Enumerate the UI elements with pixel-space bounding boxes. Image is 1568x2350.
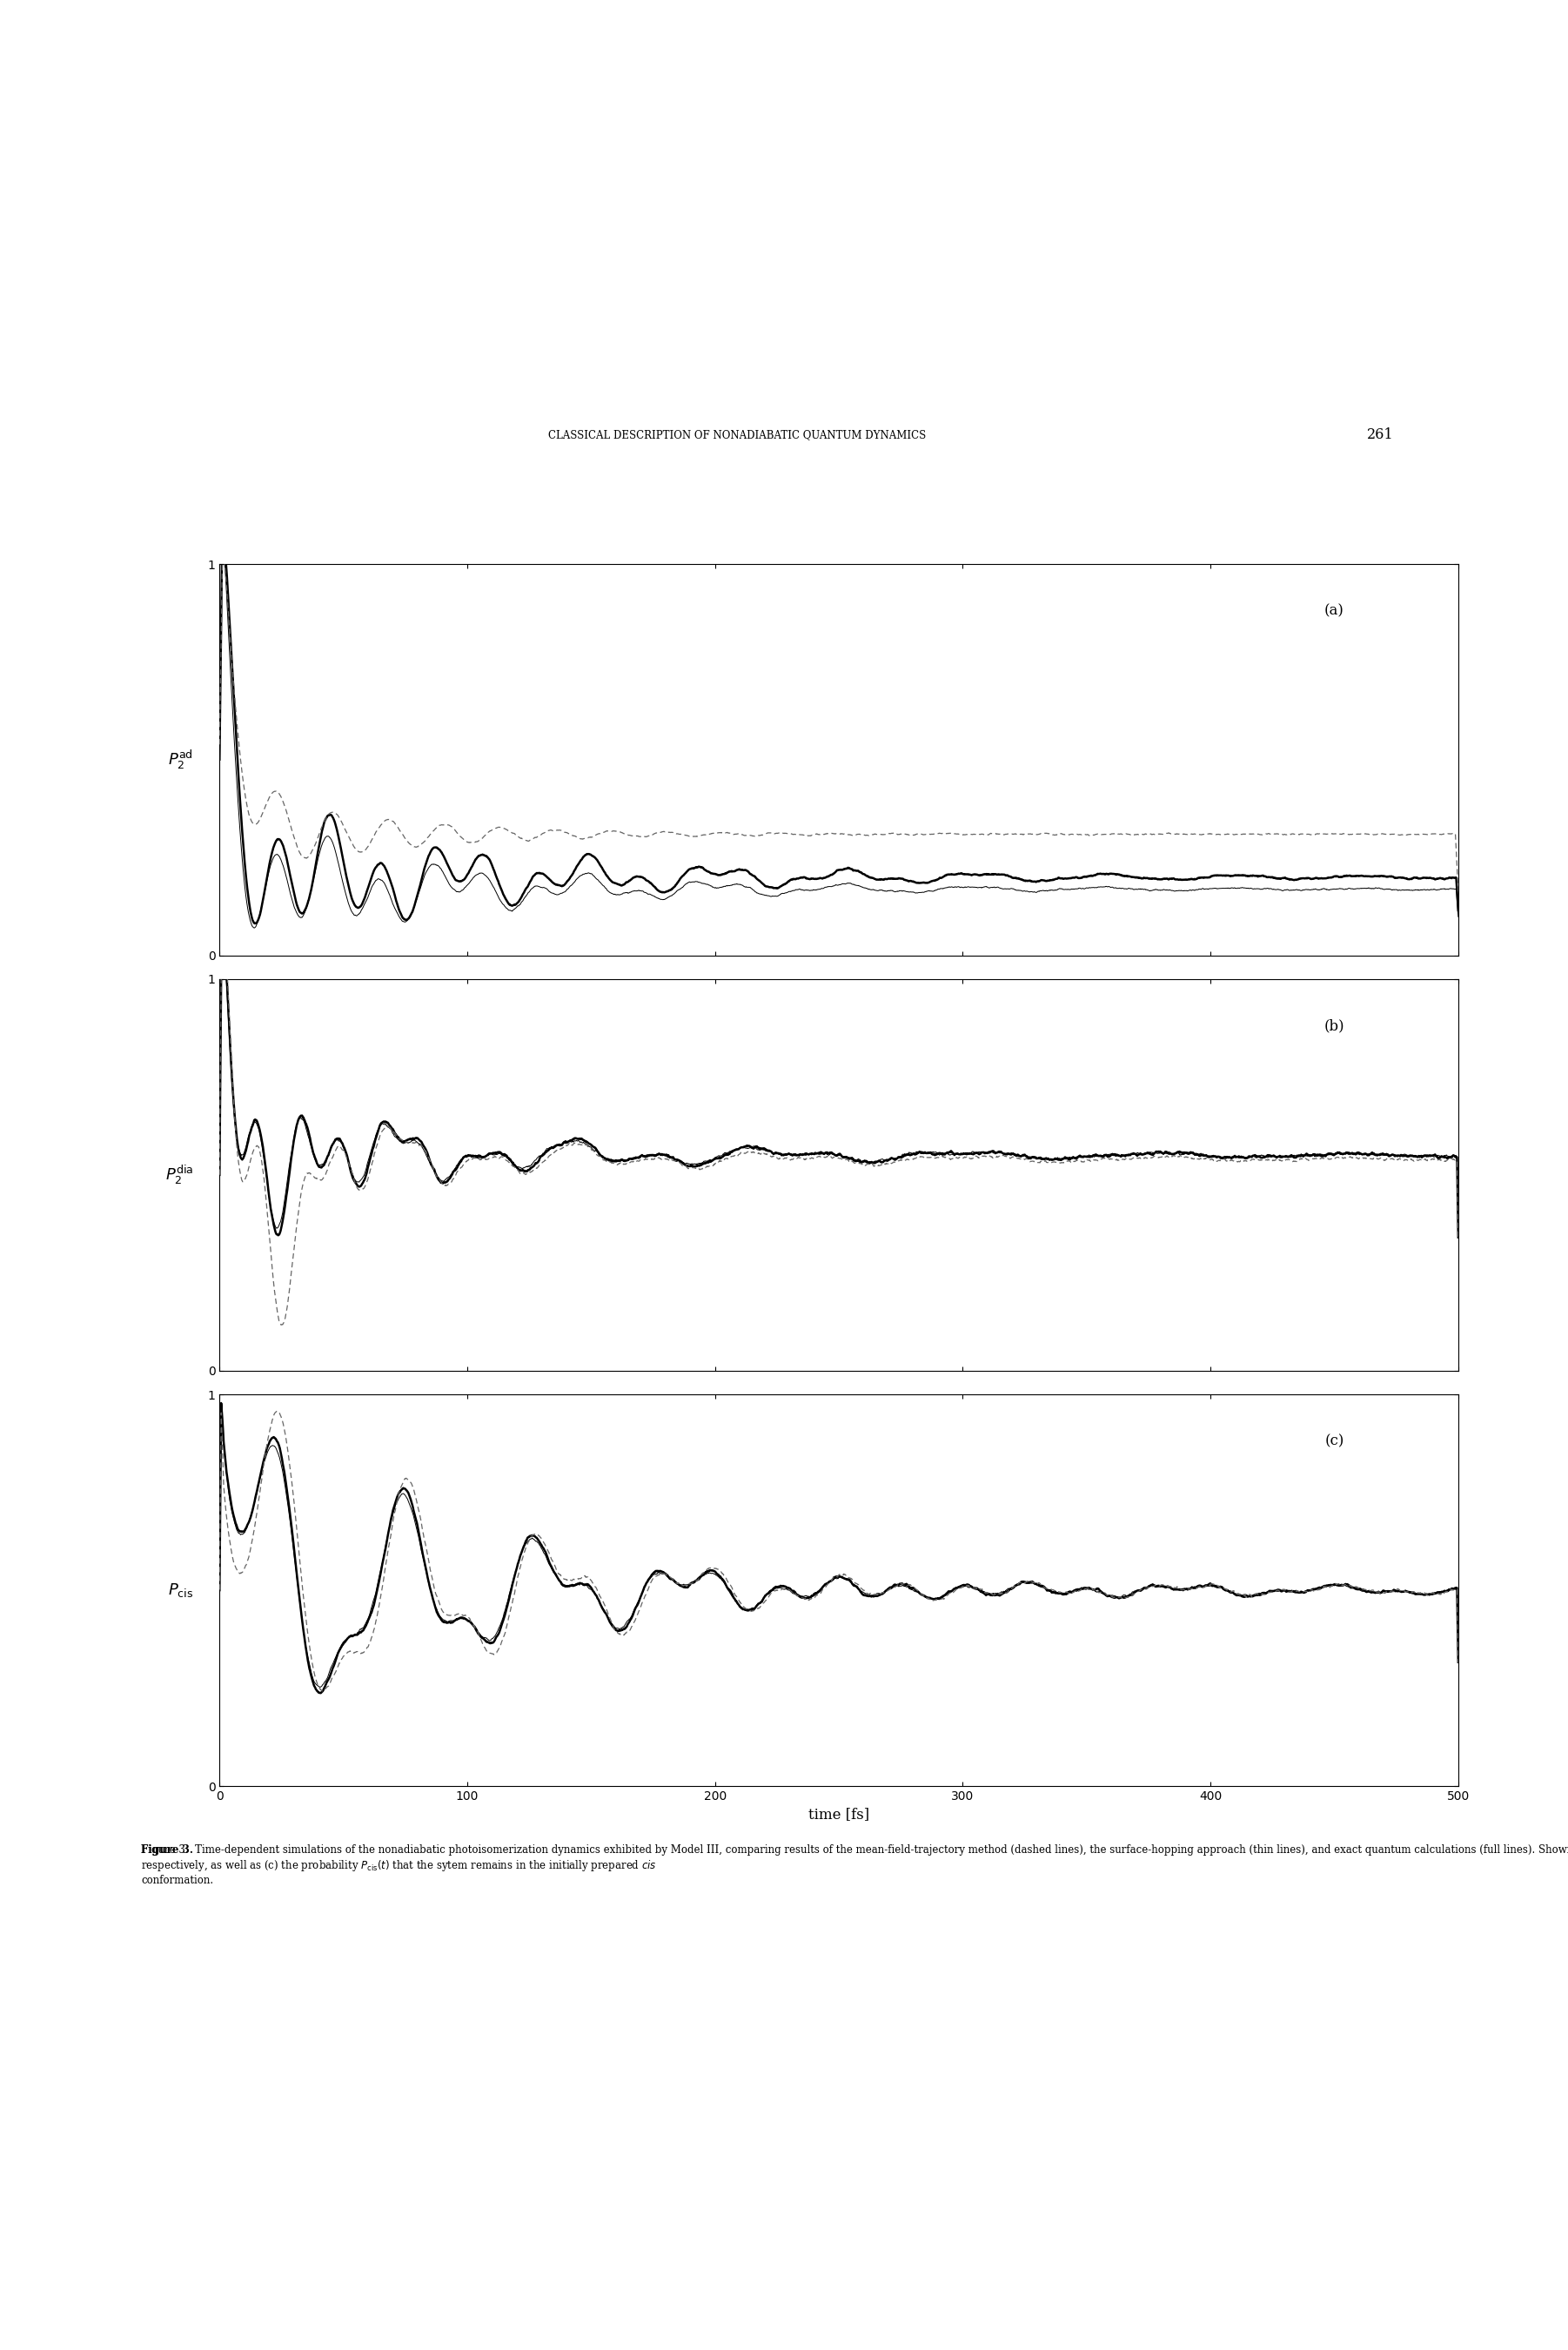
Text: 261: 261 [1367, 428, 1392, 442]
Y-axis label: $P_2^{\rm dia}$: $P_2^{\rm dia}$ [165, 1163, 193, 1187]
Text: (b): (b) [1323, 1018, 1345, 1034]
Text: CLASSICAL DESCRIPTION OF NONADIABATIC QUANTUM DYNAMICS: CLASSICAL DESCRIPTION OF NONADIABATIC QU… [549, 430, 925, 439]
Y-axis label: $P_{\rm cis}$: $P_{\rm cis}$ [168, 1582, 193, 1598]
Text: (a): (a) [1325, 604, 1344, 618]
Text: Figure 3.  Time-dependent simulations of the nonadiabatic photoisomerization dyn: Figure 3. Time-dependent simulations of … [141, 1845, 1568, 1887]
Y-axis label: $P_2^{\rm ad}$: $P_2^{\rm ad}$ [168, 747, 193, 771]
X-axis label: time [fs]: time [fs] [809, 1807, 869, 1821]
Text: (c): (c) [1325, 1434, 1344, 1448]
Text: Figure 3.: Figure 3. [141, 1845, 193, 1856]
